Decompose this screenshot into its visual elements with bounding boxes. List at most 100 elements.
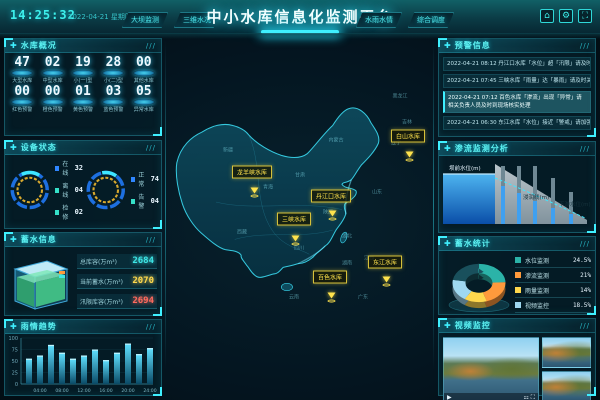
legend-value: 02 (74, 208, 83, 216)
storage-value: 2684 (132, 256, 154, 266)
legend-item: 离线 04 (55, 181, 83, 199)
deco-slashes: /// (145, 235, 156, 244)
panel-alerts: ✚ 预警信息 /// 2022-04-21 08:12 丹江口水库「水位」超「汛… (438, 38, 596, 137)
deco-slashes: /// (145, 143, 156, 152)
svg-text:08:00: 08:00 (55, 388, 68, 394)
legend-label: 正常 (138, 172, 145, 188)
stat-cell: 00 橙色预警 (37, 85, 67, 113)
legend-label: 检修 (62, 205, 69, 221)
stat-label: 红色预警 (12, 107, 33, 113)
panel-reservoir-overview: ✚ 水库概况 /// 47 大型水库 02 中型水库 19 小(一)型 28 小(二)型 00 其… (4, 38, 162, 136)
stat-pedestal (71, 70, 94, 76)
map-pin-icon[interactable] (405, 151, 414, 163)
video-thumbnail-3[interactable] (542, 371, 591, 400)
stat-value: 47 (14, 55, 31, 70)
stat-pedestal (11, 99, 34, 105)
stat-label: 黄色预警 (72, 107, 93, 113)
nav-button-right-0[interactable]: 水雨水情 (356, 12, 402, 28)
bar (147, 348, 153, 384)
legend-item: 在线 32 (55, 159, 83, 177)
legend-swatch (515, 257, 521, 263)
title-glow-bar (261, 30, 339, 34)
fullscreen-icon[interactable]: ⛶ (530, 393, 535, 400)
legend-swatch (515, 287, 521, 293)
alert-row[interactable]: 2022-04-21 06:30 东江水库「水位」接近「警戒」请加强巡查值守 (443, 116, 591, 130)
video-controls: ▶ ⚏ ⛶ (444, 393, 538, 400)
video-thumbnail-2[interactable] (542, 337, 591, 368)
video-thumbnail-main[interactable]: ▶ ⚏ ⛶ (443, 337, 539, 400)
nav-button-0[interactable]: 大坝监测 (122, 12, 168, 28)
ring-gauge-2 (86, 170, 125, 210)
stat-value: 00 (14, 84, 31, 99)
reservoir-callout[interactable]: 龙羊峡水库 (231, 165, 273, 179)
map-pin-icon[interactable] (382, 276, 391, 288)
plus-icon: ✚ (444, 321, 451, 330)
china-map (160, 34, 440, 400)
stat-cell: 05 异常水库 (129, 85, 159, 113)
map-pin-icon[interactable] (250, 187, 259, 199)
plus-icon: ✚ (444, 239, 451, 248)
panel-title: 设备状态 (20, 143, 57, 152)
svg-text:16:00: 16:00 (99, 388, 112, 394)
stat-label: 蓝色预警 (103, 107, 124, 113)
alert-row[interactable]: 2022-04-21 07:12 百色水库「渗流」出现「异常」请相关负责人员及时… (443, 91, 591, 113)
bar (59, 352, 65, 384)
legend-swatch (131, 198, 136, 204)
panel-title: 预警信息 (454, 41, 491, 50)
legend-value: 32 (74, 164, 83, 172)
reservoir-callout[interactable]: 百色水库 (312, 270, 348, 284)
alert-row[interactable]: 2022-04-21 07:45 三峡水库「雨量」达「暴雨」请及时关注防范 (443, 74, 591, 88)
gauge2-legend: 正常 74 告警 04 (131, 170, 159, 210)
header-icons: ⌂ ⚙ ⛶ (540, 9, 592, 23)
reservoir-callout[interactable]: 白山水库 (390, 129, 426, 143)
storage-row: 汛限库容(万m³) 2694 (77, 294, 157, 309)
legend-label: 视频监控 (525, 302, 550, 310)
deco-slashes: /// (145, 322, 156, 331)
taiwan-island (340, 231, 348, 244)
stat-label: 异常水库 (133, 107, 154, 113)
legend-value: 74 (150, 175, 159, 183)
date-label: 2022-04-21 星期四 (68, 13, 132, 21)
panel-title: 视频监控 (454, 321, 491, 330)
deco-slashes: /// (579, 321, 590, 330)
stat-pedestal (102, 70, 125, 76)
panel-title: 雨情趋势 (20, 322, 57, 331)
fullscreen-icon[interactable]: ⛶ (578, 9, 592, 23)
map-pin-icon[interactable] (328, 210, 337, 222)
reservoir-callout[interactable]: 东江水库 (367, 255, 403, 269)
nav-right: 水雨水情 综合调度 (356, 12, 454, 28)
stat-value: 03 (105, 84, 122, 99)
pie-legend-row: 雨量监测 14% (515, 286, 591, 298)
volume-icon[interactable]: ⚏ (523, 394, 529, 400)
legend-item: 检修 02 (55, 203, 83, 221)
svg-text:12:00: 12:00 (77, 388, 90, 394)
stat-pedestal (41, 99, 64, 105)
alert-row[interactable]: 2022-04-21 08:12 丹江口水库「水位」超「汛限」请及时关注处理 (443, 57, 591, 71)
legend-value: 21% (580, 271, 591, 279)
stat-cell: 00 红色预警 (7, 85, 37, 113)
reservoir-callout[interactable]: 丹江口水库 (310, 189, 352, 203)
pie-legend-row: 视频监控 18.5% (515, 301, 591, 313)
home-icon[interactable]: ⌂ (540, 9, 554, 23)
nav-button-right-1[interactable]: 综合调度 (408, 12, 454, 28)
reservoir-callout[interactable]: 三峡水库 (276, 212, 312, 226)
legend-label: 雨量监测 (525, 287, 550, 295)
map-pin-icon[interactable] (291, 235, 300, 247)
deco-slashes: /// (579, 41, 590, 50)
bar (37, 355, 43, 384)
stat-pedestal (102, 99, 125, 105)
legend-value: 18.5% (572, 301, 591, 309)
stat-label: 橙色预警 (42, 107, 63, 113)
play-icon[interactable]: ▶ (447, 394, 452, 400)
legend-item: 告警 04 (131, 192, 159, 210)
gear-icon[interactable]: ⚙ (559, 9, 573, 23)
pie-legend-row: 渗流监测 21% (515, 271, 591, 283)
storage-row: 总库容(万m³) 2684 (77, 254, 157, 269)
map-pin-icon[interactable] (327, 292, 336, 304)
rainfall-bar-chart: 100 75 50 25 0 04:00 08:00 12:00 16:00 20:00 24:00 (8, 336, 156, 394)
legend-label: 离线 (62, 183, 69, 199)
bar (70, 358, 76, 384)
legend-label: 渗流监测 (525, 272, 550, 280)
label-downstream: 下游水位(m) (559, 200, 591, 208)
svg-text:50: 50 (12, 359, 18, 365)
